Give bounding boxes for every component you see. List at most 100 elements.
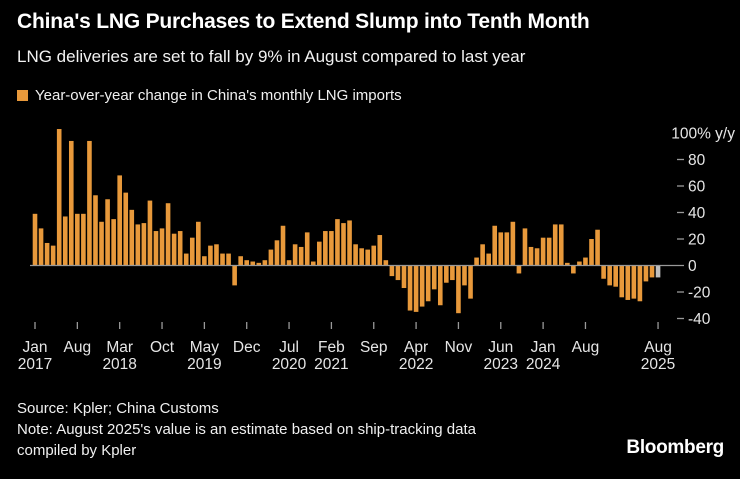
bar-Aug-2024 <box>583 257 588 266</box>
bar-May-2019 <box>202 256 207 266</box>
bar-Jan-2024 <box>540 237 546 266</box>
y-axis-label-60: 60 <box>688 179 706 196</box>
legend-swatch-icon <box>17 90 28 101</box>
bar-May-2024 <box>565 262 570 266</box>
x-axis-year-label: 2018 <box>102 356 136 373</box>
bar-Apr-2021 <box>341 223 346 266</box>
x-axis-year-label: 2023 <box>484 356 518 373</box>
bar-Sep-2017 <box>81 213 86 266</box>
y-axis-label--20: -20 <box>688 285 711 302</box>
bar-Dec-2022 <box>462 265 467 286</box>
bar-Apr-2025 <box>631 265 637 299</box>
bar-Feb-2024 <box>546 237 552 266</box>
y-axis-label--40: -40 <box>688 311 711 328</box>
bar-Nov-2022 <box>456 265 461 314</box>
bar-Oct-2018 <box>159 228 165 266</box>
source-note: Source: Kpler; China Customs Note: Augus… <box>17 398 476 461</box>
bar-Sep-2020 <box>298 246 304 266</box>
bar-Aug-2018 <box>147 200 153 266</box>
bar-Dec-2023 <box>534 248 540 266</box>
x-axis-year-label: 2020 <box>272 356 307 373</box>
x-axis-month-label: Jun <box>488 339 513 356</box>
bar-Sep-2018 <box>153 231 159 266</box>
bar-Dec-2018 <box>171 233 177 266</box>
bar-Sep-2023 <box>516 265 522 274</box>
bar-Jul-2024 <box>577 261 582 266</box>
bar-Jan-2025 <box>613 265 618 287</box>
bar-Feb-2018 <box>111 219 116 266</box>
x-axis-month-label: Jan <box>531 339 556 356</box>
note-line-1: Note: August 2025's value is an estimate… <box>17 421 476 438</box>
bar-Nov-2020 <box>310 261 316 266</box>
bar-Nov-2017 <box>93 195 98 266</box>
bar-Jun-2020 <box>280 225 286 266</box>
bar-Jun-2025 <box>643 265 649 282</box>
bar-May-2020 <box>274 240 280 266</box>
bar-Jul-2021 <box>359 248 364 266</box>
bar-Jun-2022 <box>425 265 431 302</box>
bar-Jan-2021 <box>323 231 328 266</box>
bar-Feb-2023 <box>474 257 479 266</box>
x-axis-year-label: 2019 <box>187 356 221 373</box>
bar-May-2022 <box>419 265 425 307</box>
bar-Jun-2021 <box>353 244 358 266</box>
bar-Jun-2024 <box>571 265 576 274</box>
x-axis-month-label: Oct <box>150 339 175 356</box>
note-line-2: compiled by Kpler <box>17 442 137 459</box>
source-line: Source: Kpler; China Customs <box>17 400 219 417</box>
bar-Apr-2018 <box>123 192 129 266</box>
bar-May-2021 <box>347 220 352 266</box>
bar-Jul-2022 <box>431 265 437 290</box>
bar-Apr-2020 <box>268 249 274 266</box>
legend-label: Year-over-year change in China's monthly… <box>35 87 402 104</box>
bar-Jun-2023 <box>498 232 504 266</box>
bar-May-2018 <box>129 209 135 266</box>
y-axis-label-40: 40 <box>688 205 706 222</box>
bar-Jan-2020 <box>250 261 256 266</box>
x-axis-month-label: Apr <box>404 339 428 356</box>
bar-Mar-2018 <box>117 175 122 266</box>
bar-Oct-2024 <box>595 229 600 266</box>
bar-Sep-2021 <box>371 245 377 266</box>
bar-Jul-2018 <box>141 223 147 266</box>
chart-subtitle: LNG deliveries are set to fall by 9% in … <box>17 47 526 66</box>
bar-Dec-2017 <box>99 221 104 266</box>
bar-Mar-2017 <box>44 242 50 266</box>
bar-Apr-2019 <box>196 221 201 266</box>
bar-Mar-2021 <box>335 219 340 266</box>
bar-Oct-2022 <box>450 265 455 281</box>
x-axis-month-label: Nov <box>445 339 473 356</box>
bar-Aug-2023 <box>510 221 516 266</box>
x-axis-year-label: 2025 <box>641 356 675 373</box>
x-axis-year-label: 2021 <box>314 356 348 373</box>
bar-Feb-2017 <box>38 228 44 266</box>
bar-Aug-2020 <box>292 244 298 266</box>
y-axis-label-80: 80 <box>688 152 706 169</box>
x-axis-month-label: Sep <box>360 339 388 356</box>
bar-Oct-2020 <box>304 232 310 266</box>
bar-Dec-2021 <box>389 265 395 277</box>
y-axis-label-0: 0 <box>688 258 697 275</box>
bar-May-2025 <box>637 265 643 302</box>
y-axis-label-100: 100% y/y <box>671 126 735 143</box>
x-axis-month-label: Jan <box>23 339 48 356</box>
x-axis-month-label: Mar <box>106 339 133 356</box>
bloomberg-logo: Bloomberg <box>626 437 724 458</box>
x-axis-month-label: Aug <box>572 339 600 356</box>
bar-Apr-2022 <box>413 265 419 312</box>
bar-May-2017 <box>56 129 62 266</box>
bar-Aug-2017 <box>75 213 80 266</box>
x-axis-year-label: 2022 <box>399 356 433 373</box>
bar-Jan-2019 <box>177 231 183 266</box>
bar-Mar-2022 <box>407 265 413 311</box>
bar-Aug-2019 <box>220 253 225 266</box>
bar-Jun-2017 <box>62 216 68 266</box>
bar-Feb-2025 <box>619 265 625 298</box>
bar-Feb-2021 <box>329 231 334 266</box>
bar-Apr-2017 <box>50 245 56 266</box>
bar-Dec-2019 <box>244 260 250 266</box>
bar-Nov-2021 <box>383 260 389 266</box>
bar-Oct-2017 <box>87 140 92 266</box>
bar-Apr-2024 <box>558 224 564 266</box>
